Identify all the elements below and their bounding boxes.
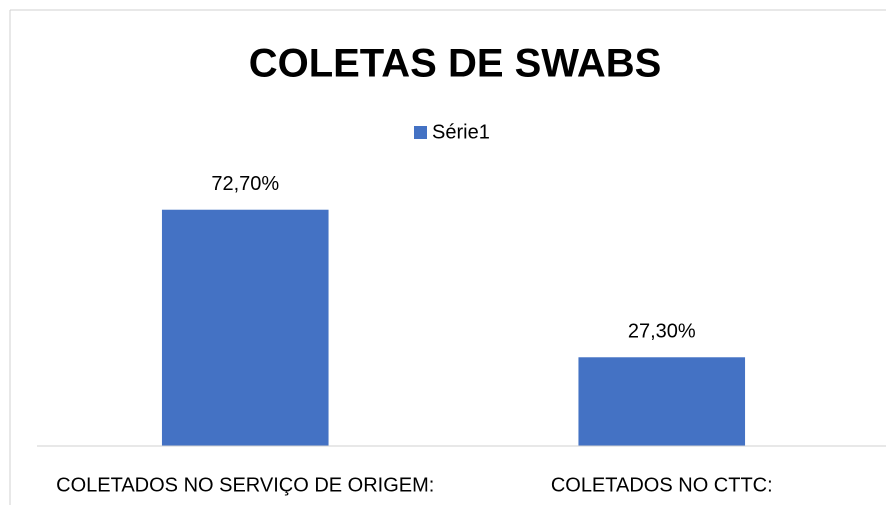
data-label: 72,70% [211, 173, 279, 195]
bar [578, 357, 746, 446]
data-label: 27,30% [628, 321, 696, 343]
legend-swatch [414, 126, 427, 139]
x-tick-label: COLETADOS NO CTTC: [551, 474, 773, 496]
legend-label: Série1 [432, 121, 490, 143]
x-tick-label: COLETADOS NO SERVIÇO DE ORIGEM: [56, 474, 434, 496]
chart-title: COLETAS DE SWABS [249, 42, 662, 86]
bar [161, 209, 329, 446]
